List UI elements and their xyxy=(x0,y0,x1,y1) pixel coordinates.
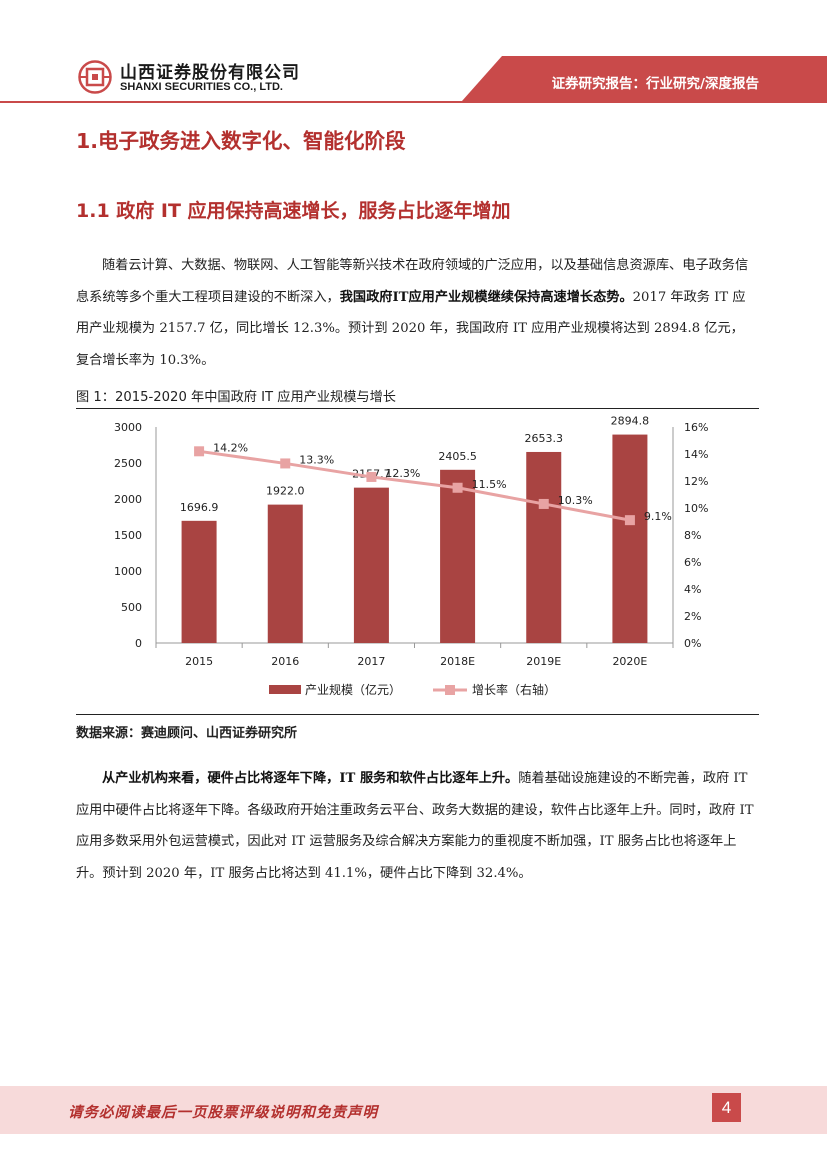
growth-rate-marker xyxy=(624,515,635,526)
header-banner xyxy=(462,56,827,101)
footer-disclaimer: 请务必阅读最后一页股票评级说明和免责声明 xyxy=(68,1104,378,1121)
growth-rate-marker xyxy=(452,482,463,493)
figure-top-rule xyxy=(76,408,759,409)
x-tick-label: 2019E xyxy=(526,655,561,668)
legend-bar-swatch xyxy=(269,685,301,694)
right-tick-label: 0% xyxy=(684,637,701,650)
right-tick-label: 14% xyxy=(684,448,708,461)
company-name-en: SHANXI SECURITIES CO., LTD. xyxy=(120,81,283,93)
bar xyxy=(353,487,389,643)
paragraph-intro-text-a: 随着云计算、大数据、物联网、人工智能等新兴技术在政府领域的广泛应用，以及基础信息… xyxy=(76,258,749,305)
right-tick-label: 6% xyxy=(684,556,701,569)
paragraph-intro: 随着云计算、大数据、物联网、人工智能等新兴技术在政府领域的广泛应用，以及基础信息… xyxy=(76,250,756,376)
paragraph-structure-bold: 从产业机构来看，硬件占比将逐年下降，IT 服务和软件占比逐年上升。 xyxy=(102,771,519,786)
x-tick-label: 2018E xyxy=(440,655,475,668)
left-tick-label: 1000 xyxy=(114,565,142,578)
company-logo-icon xyxy=(78,60,112,94)
left-tick-label: 2500 xyxy=(114,457,142,470)
bar-value-label: 2894.8 xyxy=(611,415,650,428)
figure-source: 数据来源：赛迪顾问、山西证券研究所 xyxy=(76,726,298,741)
right-tick-label: 2% xyxy=(684,610,701,623)
bar xyxy=(440,469,476,643)
left-tick-label: 2000 xyxy=(114,493,142,506)
growth-rate-marker xyxy=(538,498,549,509)
growth-rate-label: 10.3% xyxy=(558,494,593,507)
figure-bottom-rule xyxy=(76,714,759,715)
growth-rate-marker xyxy=(366,471,377,482)
growth-rate-label: 13.3% xyxy=(299,453,334,466)
right-tick-label: 16% xyxy=(684,421,708,434)
header-divider xyxy=(0,101,827,103)
left-tick-label: 1500 xyxy=(114,529,142,542)
section-title: 1.电子政务进入数字化、智能化阶段 xyxy=(76,129,406,153)
right-tick-label: 12% xyxy=(684,475,708,488)
left-tick-label: 0 xyxy=(135,637,142,650)
left-tick-label: 500 xyxy=(121,601,142,614)
legend-bar-label: 产业规模（亿元） xyxy=(305,682,401,697)
bar xyxy=(526,451,562,643)
figure-title: 图 1：2015-2020 年中国政府 IT 应用产业规模与增长 xyxy=(76,390,396,405)
page-number: 4 xyxy=(712,1093,741,1122)
paragraph-intro-text-b: 2017 年政务 IT 应用产业规模为 2157.7 亿，同比增长 12.3%。… xyxy=(76,289,746,368)
growth-rate-marker xyxy=(194,446,205,457)
paragraph-structure-text: 随着基础设施建设的不断完善，政府 IT 应用中硬件占比将逐年下降。各级政府开始注… xyxy=(76,771,754,881)
growth-rate-label: 9.1% xyxy=(644,510,672,523)
bar-line-chart: 0 500 1000 1500 2000 2500 3000 0% 2% 4% 6% 8% 10% 12%… xyxy=(114,415,708,697)
paragraph-intro-bold: 我国政府IT应用产业规模继续保持高速增长态势。 xyxy=(339,289,633,305)
page-header: 山西证券股份有限公司 SHANXI SECURITIES CO., LTD. 证… xyxy=(0,0,827,108)
bar xyxy=(181,520,217,643)
growth-rate-label: 12.3% xyxy=(385,467,420,480)
x-tick-label: 2020E xyxy=(612,655,647,668)
right-tick-label: 8% xyxy=(684,529,701,542)
x-tick-label: 2016 xyxy=(271,655,299,668)
company-name-cn: 山西证券股份有限公司 xyxy=(120,63,300,83)
x-tick-label: 2015 xyxy=(185,655,213,668)
bar-value-label: 2653.3 xyxy=(525,432,564,445)
page-footer xyxy=(0,1086,827,1134)
paragraph-structure: 从产业机构来看，硬件占比将逐年下降，IT 服务和软件占比逐年上升。随着基础设施建… xyxy=(76,763,756,889)
report-type: 证券研究报告：行业研究/深度报告 xyxy=(551,76,759,92)
bar-value-label: 1922.0 xyxy=(266,485,305,498)
subsection-title: 1.1 政府 IT 应用保持高速增长，服务占比逐年增加 xyxy=(76,200,511,222)
bar-value-label: 1696.9 xyxy=(180,501,219,514)
growth-rate-marker xyxy=(280,458,291,469)
legend-line-marker xyxy=(445,685,455,695)
legend-line-label: 增长率（右轴） xyxy=(472,682,556,697)
growth-rate-line xyxy=(198,449,631,522)
bar xyxy=(267,504,303,643)
right-tick-label: 4% xyxy=(684,583,701,596)
right-tick-label: 10% xyxy=(684,502,708,515)
bar xyxy=(612,434,648,643)
bar-value-label: 2405.5 xyxy=(438,450,477,463)
left-tick-label: 3000 xyxy=(114,421,142,434)
x-tick-label: 2017 xyxy=(357,655,385,668)
growth-rate-label: 11.5% xyxy=(472,478,507,491)
growth-rate-label: 14.2% xyxy=(213,441,248,454)
